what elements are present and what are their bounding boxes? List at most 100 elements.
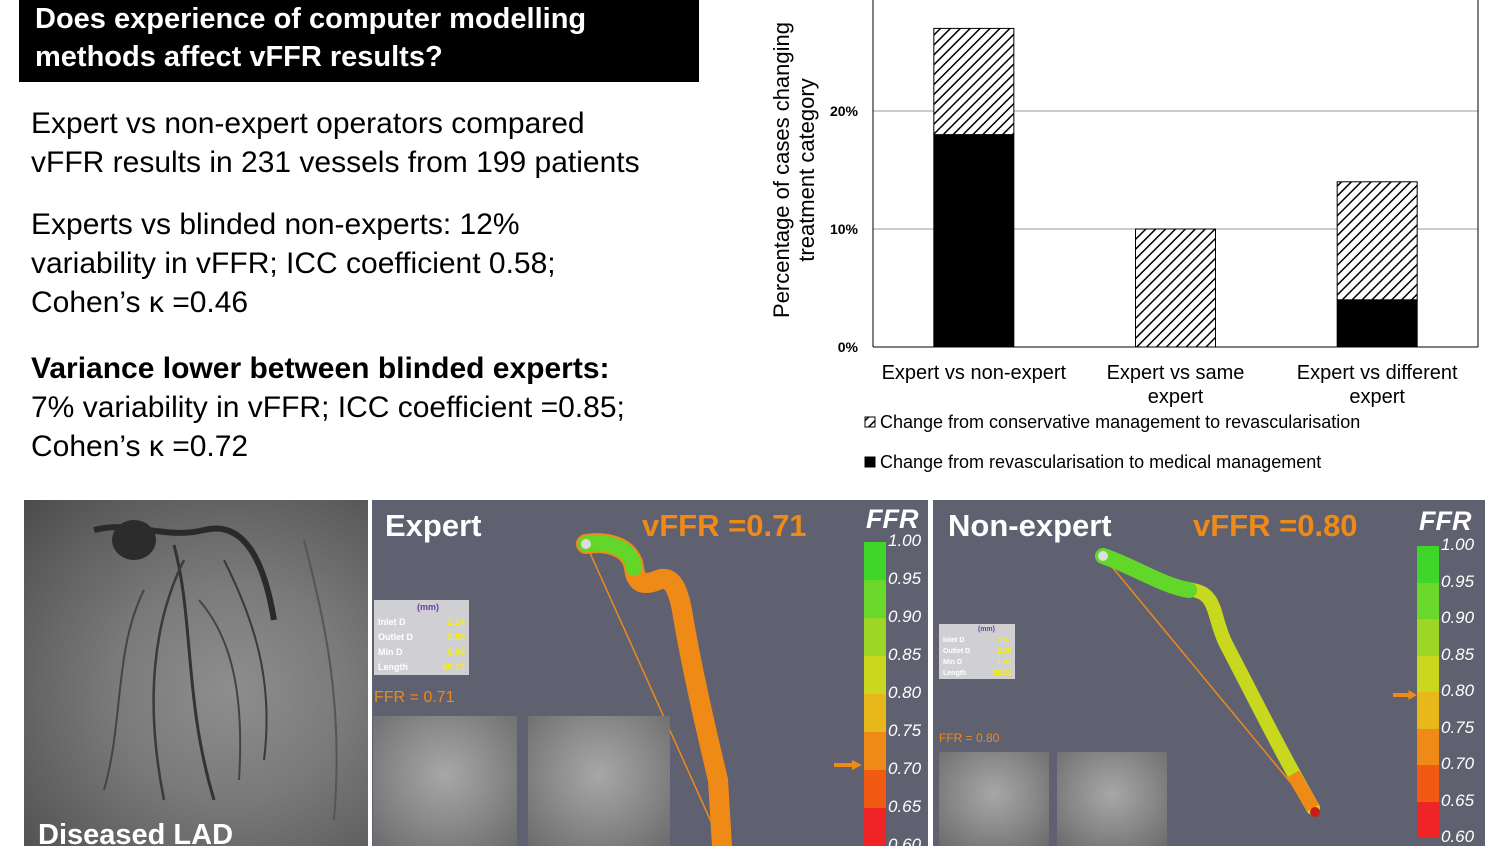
table-row: Min D 1.03: [943, 659, 1011, 666]
nonexpert-ffr-small: FFR = 0.80: [939, 731, 1000, 745]
ffr-tick-label: 0.65: [1441, 790, 1475, 810]
y-axis-label-line-1: Percentage of cases changing: [769, 22, 794, 318]
expert-measurements-table: (mm) Inlet D 2.14 Outlet D 2.09 Min D 0.99 …: [374, 600, 469, 675]
ffr-tick-label: 0.75: [888, 721, 922, 740]
ffr-tick-label: 0.85: [888, 645, 922, 664]
x-category-label: Expert vs same: [1107, 362, 1245, 384]
nonexpert-angio-thumbnail-1: [939, 752, 1049, 846]
x-category-label: expert: [1148, 386, 1204, 408]
angiogram-vessels: [93, 520, 338, 821]
ffr-scale-band: [864, 580, 886, 618]
finding-2-line-1: 7% variability in vFFR; ICC coefficient …: [31, 391, 625, 424]
ffr-scale-band: [864, 618, 886, 656]
bar-segment-conservative-to-revasc: [933, 27, 1015, 136]
ffr-scale-band: [864, 694, 886, 732]
ffr-tick-label: 0.70: [888, 759, 922, 778]
ffr-scale-band: [1417, 582, 1439, 619]
ffr-tick-label: 0.85: [1441, 644, 1475, 664]
stacked-bar-chart: 0% 10% 20% Expert vs non-expert Expert vs sa…: [769, 0, 1479, 472]
y-axis-label-line-2: treatment category: [794, 78, 819, 261]
nonexpert-vffr-value: vFFR =0.80: [1193, 508, 1358, 543]
legend-swatch: [864, 456, 876, 468]
bar-segment-revasc-to-medical: [933, 134, 1015, 348]
table-row: Outlet D 2.09: [378, 632, 465, 642]
bar-segment-conservative-to-revasc: [1135, 228, 1216, 348]
nonexpert-vessel-model: [1095, 548, 1320, 817]
table-row: Inlet D 2.14: [378, 617, 465, 627]
bar-segment-revasc-to-medical: [1336, 299, 1418, 348]
ffr-tick-label: 0.80: [888, 683, 922, 702]
expert-angio-thumbnail-1: [373, 716, 517, 846]
title-banner: Does experience of computer modelling me…: [19, 0, 699, 82]
ffr-scale-band: [864, 656, 886, 694]
legend-swatch: [864, 416, 876, 428]
ffr-tick-label: 1.00: [888, 531, 922, 550]
nonexpert-ffr-indicator-arrow: [1393, 687, 1417, 700]
y-tick-label: 10%: [830, 221, 859, 237]
ffr-tick-label: 0.95: [1441, 571, 1475, 591]
x-category-label: Expert vs non-expert: [882, 362, 1067, 384]
ffr-tick-label: 0.90: [1441, 608, 1475, 627]
expert-ffr-color-scale: [864, 542, 886, 846]
ffr-tick-label: 1.00: [1441, 535, 1475, 554]
ffr-tick-label: 0.65: [888, 797, 922, 816]
nonexpert-ffr-color-scale: [1417, 546, 1439, 838]
ffr-tick-label: 0.60: [1441, 827, 1475, 846]
ffr-scale-band: [1417, 619, 1439, 656]
x-category-label: Expert vs different: [1297, 362, 1458, 384]
nonexpert-table-unit: (mm): [977, 626, 995, 633]
title-line-1: Does experience of computer modelling: [35, 3, 587, 35]
ffr-tick-label: 0.70: [1441, 754, 1475, 773]
angiogram-label: Diseased LAD: [38, 819, 234, 846]
expert-ffr-tick-labels: 1.00 0.95 0.90 0.85 0.80 0.75 0.70 0.65 0.60: [886, 531, 928, 846]
ffr-scale-band: [1417, 765, 1439, 802]
expert-table-unit: (mm): [417, 602, 439, 612]
ffr-tick-label: 0.90: [888, 607, 922, 626]
ffr-tick-label: 0.80: [1441, 681, 1475, 700]
nonexpert-ffr-tick-labels: 1.00 0.95 0.90 0.85 0.80 0.75 0.70 0.65 0.60: [1439, 535, 1483, 846]
ffr-scale-band: [864, 808, 886, 846]
y-tick-label: 20%: [830, 103, 859, 119]
ffr-scale-band: [864, 732, 886, 770]
ffr-tick-label: 0.60: [888, 835, 922, 846]
expert-angio-thumbnail-2: [528, 716, 670, 846]
ffr-scale-band: [864, 542, 886, 580]
intro-line-1: Expert vs non-expert operators compared: [31, 107, 585, 140]
ffr-scale-band: [1417, 546, 1439, 583]
y-tick-label: 0%: [838, 339, 859, 355]
nonexpert-model-panel: Non-expert vFFR =0.80 FFR (mm) Inlet D 2.…: [933, 500, 1485, 846]
expert-title: Expert: [385, 508, 482, 543]
nonexpert-angio-thumbnail-2: [1057, 752, 1167, 846]
bar-segment-conservative-to-revasc: [1336, 181, 1418, 301]
ffr-scale-band: [864, 770, 886, 808]
finding-2: Variance lower between blinded experts: …: [31, 349, 625, 466]
nonexpert-ffr-scale-label: FFR: [1419, 506, 1472, 536]
intro-text: Expert vs non-expert operators compared …: [31, 104, 640, 182]
table-row: Inlet D 2.37: [943, 637, 1011, 644]
expert-vffr-value: vFFR =0.71: [642, 508, 807, 543]
ffr-tick-label: 0.95: [888, 569, 922, 588]
angiogram-image: Diseased LAD: [24, 500, 368, 846]
finding-1-line-2: variability in vFFR; ICC coefficient 0.5…: [31, 247, 556, 280]
table-row: Min D 0.99: [378, 647, 465, 657]
finding-1-line-3: Cohen’s κ =0.46: [31, 286, 249, 319]
expert-ffr-small: FFR = 0.71: [374, 689, 455, 706]
title-line-2: methods affect vFFR results?: [35, 41, 443, 73]
finding-1-line-1: Experts vs blinded non-experts: 12%: [31, 208, 520, 241]
ffr-scale-band: [1417, 728, 1439, 765]
ffr-scale-band: [1417, 801, 1439, 838]
finding-1: Experts vs blinded non-experts: 12% vari…: [31, 205, 556, 322]
ffr-tick-label: 0.75: [1441, 717, 1475, 737]
table-row: Outlet D 2.36: [943, 648, 1011, 655]
ffr-scale-band: [1417, 655, 1439, 692]
finding-2-line-2: Cohen’s κ =0.72: [31, 430, 249, 463]
legend-label: Change from revascularisation to medical…: [880, 452, 1321, 472]
expert-ffr-scale-label: FFR: [866, 504, 919, 534]
nonexpert-measurements-table: (mm) Inlet D 2.37 Outlet D 2.36 Min D 1.03 …: [939, 624, 1015, 679]
expert-vessel-model: [576, 533, 732, 846]
expert-model-panel: Expert vFFR =0.71 FFR (mm) Inlet D 2.14 O…: [372, 500, 928, 846]
ffr-scale-band: [1417, 692, 1439, 729]
finding-2-heading: Variance lower between blinded experts:: [31, 352, 610, 385]
expert-ffr-indicator-arrow: [834, 757, 862, 771]
x-category-label: expert: [1349, 386, 1405, 408]
